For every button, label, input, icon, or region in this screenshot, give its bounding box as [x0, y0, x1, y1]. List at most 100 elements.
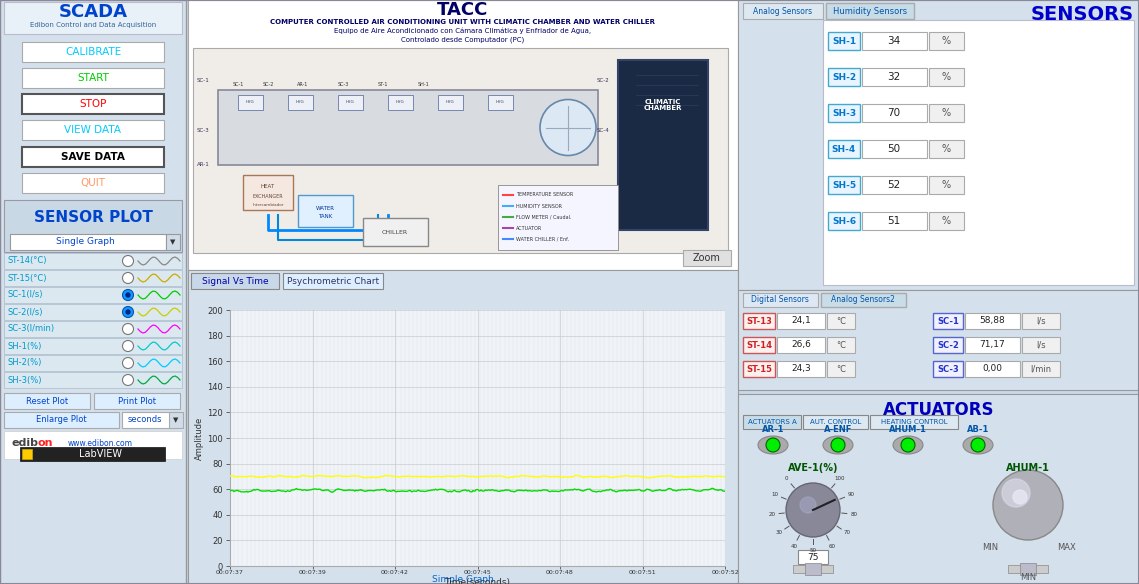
Text: Equipo de Aire Acondicionado con Cámara Climática y Enfriador de Agua,: Equipo de Aire Acondicionado con Cámara …	[335, 28, 591, 34]
Text: HYG: HYG	[246, 100, 254, 104]
Text: ST-14(°C): ST-14(°C)	[8, 256, 48, 266]
Text: °C: °C	[836, 364, 846, 374]
Bar	[738, 290, 1139, 390]
Bar	[439, 95, 462, 110]
Text: CALIBRATE: CALIBRATE	[65, 47, 121, 57]
Bar	[738, 394, 1139, 584]
Circle shape	[123, 324, 133, 335]
Bar	[828, 176, 860, 194]
Bar	[363, 218, 428, 246]
Text: MIN: MIN	[1019, 572, 1036, 582]
Ellipse shape	[757, 436, 788, 454]
Text: Analog Sensors2: Analog Sensors2	[831, 296, 895, 304]
Text: SC-2: SC-2	[262, 82, 273, 86]
Text: 50: 50	[887, 144, 901, 154]
Bar	[5, 338, 182, 354]
Text: SC-2: SC-2	[937, 340, 959, 349]
Text: TACC: TACC	[437, 1, 489, 19]
Circle shape	[831, 438, 845, 452]
Text: HYG: HYG	[395, 100, 404, 104]
Text: °C: °C	[836, 317, 846, 325]
Text: SC-3(l/min): SC-3(l/min)	[8, 325, 55, 333]
Bar	[338, 95, 363, 110]
Circle shape	[1002, 479, 1030, 507]
Bar	[933, 313, 962, 329]
Text: 58,88: 58,88	[980, 317, 1005, 325]
Circle shape	[123, 357, 133, 369]
Bar	[826, 3, 913, 19]
Text: SC-1: SC-1	[937, 317, 959, 325]
Text: HYG: HYG	[495, 100, 505, 104]
Ellipse shape	[962, 436, 993, 454]
Bar	[10, 234, 166, 250]
Text: ST-15: ST-15	[746, 364, 772, 374]
Text: %: %	[942, 144, 951, 154]
Text: HUMIDITY SENSOR: HUMIDITY SENSOR	[516, 203, 562, 208]
Text: WATER CHILLER / Enf.: WATER CHILLER / Enf.	[516, 237, 570, 242]
Text: STOP: STOP	[80, 99, 107, 109]
Text: SC-4: SC-4	[597, 127, 609, 133]
Text: SENSOR PLOT: SENSOR PLOT	[33, 210, 153, 225]
Text: MIN: MIN	[982, 544, 998, 552]
Bar	[169, 412, 183, 428]
Text: SC-1: SC-1	[197, 78, 210, 82]
Text: AB-1: AB-1	[967, 426, 989, 434]
Text: edib: edib	[13, 438, 39, 448]
Bar	[777, 337, 825, 353]
Bar	[965, 337, 1021, 353]
Text: AR-1: AR-1	[297, 82, 309, 86]
Text: AR-1: AR-1	[762, 426, 785, 434]
Circle shape	[123, 256, 133, 266]
Text: SH-4: SH-4	[831, 144, 857, 154]
Circle shape	[126, 293, 130, 297]
Bar	[5, 355, 182, 371]
Bar	[5, 393, 90, 409]
Text: l/s: l/s	[1036, 340, 1046, 349]
Bar	[929, 176, 964, 194]
Text: 20: 20	[769, 512, 776, 517]
Bar	[218, 90, 598, 165]
Bar	[5, 372, 182, 388]
Bar	[862, 32, 927, 50]
Text: A-ENF: A-ENF	[823, 426, 852, 434]
Text: EXCHANGER: EXCHANGER	[253, 194, 284, 200]
Text: SAVE DATA: SAVE DATA	[62, 152, 125, 162]
Text: ST-14: ST-14	[746, 340, 772, 349]
Bar	[1021, 563, 1036, 575]
Text: SC-3: SC-3	[197, 127, 210, 133]
Text: HEATING CONTROL: HEATING CONTROL	[880, 419, 948, 425]
Text: START: START	[77, 73, 109, 83]
Bar	[743, 337, 775, 353]
Bar	[828, 32, 860, 50]
Bar	[288, 95, 313, 110]
Circle shape	[123, 307, 133, 318]
Bar	[805, 563, 821, 575]
Text: SC-2(l/s): SC-2(l/s)	[8, 308, 43, 317]
Text: 50: 50	[810, 548, 817, 554]
Text: ST-1: ST-1	[378, 82, 388, 86]
Circle shape	[993, 470, 1063, 540]
Text: Digital Sensors: Digital Sensors	[751, 296, 809, 304]
Text: HYG: HYG	[345, 100, 354, 104]
Bar	[862, 212, 927, 230]
Text: ACTUATORS: ACTUATORS	[883, 401, 994, 419]
Text: seconds: seconds	[128, 415, 162, 425]
Circle shape	[123, 273, 133, 283]
Bar	[827, 313, 855, 329]
Bar	[5, 321, 182, 337]
Text: SH-1: SH-1	[831, 36, 857, 46]
Bar	[862, 68, 927, 86]
Bar	[243, 175, 293, 210]
Text: SH-6: SH-6	[831, 217, 857, 225]
Text: MAX: MAX	[1057, 544, 1075, 552]
Circle shape	[800, 497, 816, 513]
Text: 32: 32	[887, 72, 901, 82]
Text: 34: 34	[887, 36, 901, 46]
Text: 90: 90	[847, 492, 854, 497]
Text: www.edibon.com: www.edibon.com	[67, 439, 132, 447]
Ellipse shape	[893, 436, 923, 454]
Text: CLIMATIC
CHAMBER: CLIMATIC CHAMBER	[644, 99, 682, 112]
Text: 75: 75	[808, 552, 819, 561]
Circle shape	[901, 438, 915, 452]
Text: SC-1: SC-1	[232, 82, 244, 86]
